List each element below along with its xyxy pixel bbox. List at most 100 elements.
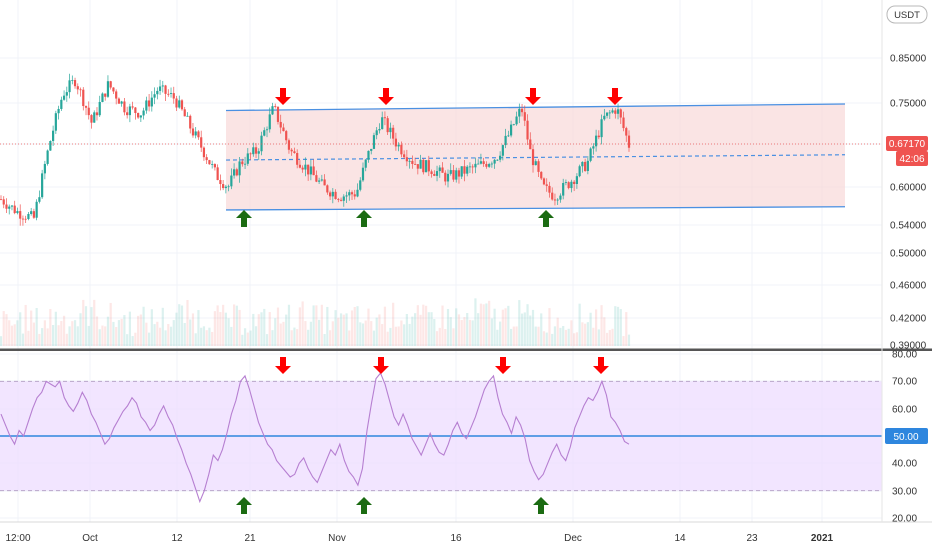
candle-body xyxy=(370,148,373,151)
volume-bar xyxy=(509,328,513,346)
volume-bar xyxy=(622,336,625,346)
candle-body xyxy=(430,171,433,175)
candle-body xyxy=(392,127,395,139)
candle-body xyxy=(496,159,499,161)
volume-bar xyxy=(449,317,452,346)
time-tick-label: 12 xyxy=(171,533,183,544)
candle-body xyxy=(408,160,411,162)
candle-body xyxy=(101,93,104,102)
candle-body xyxy=(279,121,282,128)
candle-body xyxy=(90,115,93,123)
rsi-tick-label: 60.00 xyxy=(892,405,917,416)
currency-button[interactable]: USDT xyxy=(886,5,928,24)
volume-bar xyxy=(315,305,318,346)
countdown-value: 42:06 xyxy=(899,154,924,165)
candle-body xyxy=(65,92,68,96)
candle-body xyxy=(537,161,540,172)
volume-bar xyxy=(342,314,345,346)
volume-bar xyxy=(16,320,19,346)
volume-bar xyxy=(435,331,439,346)
time-tick-label: Oct xyxy=(82,533,98,544)
rsi-pane[interactable] xyxy=(0,357,882,514)
volume-bar xyxy=(364,320,367,346)
arrow-down-icon xyxy=(275,357,291,374)
candle-body xyxy=(43,163,46,174)
volume-bar xyxy=(515,326,518,346)
rsi-value: 50.00 xyxy=(893,432,918,443)
volume-bar xyxy=(186,300,189,346)
volume-bar xyxy=(356,306,359,346)
price-axis[interactable]: 0.85000 0.75000 0.60000 0.54000 0.50000 0.460… xyxy=(890,54,927,352)
volume-bar xyxy=(227,318,230,346)
candle-body xyxy=(233,169,236,176)
candle-body xyxy=(156,90,159,95)
candle-body xyxy=(364,159,367,168)
volume-bar xyxy=(0,336,3,346)
volume-bar xyxy=(331,321,334,346)
channel-upper-line[interactable] xyxy=(225,103,846,112)
volume-bar xyxy=(479,303,483,346)
channel-lower-line[interactable] xyxy=(225,206,846,211)
volume-bar xyxy=(625,312,628,346)
volume-bar xyxy=(191,313,195,346)
volume-bar xyxy=(413,313,417,346)
candle-body xyxy=(276,106,280,122)
volume-bar xyxy=(353,307,356,346)
volume-bar xyxy=(84,306,88,346)
candle-body xyxy=(345,195,348,197)
rsi-line[interactable] xyxy=(0,372,630,504)
candle-body xyxy=(216,167,219,181)
volume-bar xyxy=(348,330,351,346)
candle-body xyxy=(243,163,247,165)
volume-bar xyxy=(115,327,118,346)
volume-bar xyxy=(405,313,408,346)
candle-body xyxy=(71,80,74,81)
volume-bar xyxy=(578,303,581,346)
volume-bar xyxy=(189,319,192,346)
candle-body xyxy=(515,116,518,125)
volume-bar xyxy=(213,311,217,346)
pane-separator[interactable] xyxy=(0,348,932,352)
volume-bar xyxy=(485,303,488,346)
volume-bar xyxy=(504,308,507,346)
candle-body xyxy=(520,108,524,113)
candle-body xyxy=(625,128,628,136)
time-axis[interactable]: 12:00 Oct 12 21 Nov 16 Dec 14 23 2021 xyxy=(5,533,833,544)
currency-label[interactable]: USDT xyxy=(894,10,920,21)
volume-bar xyxy=(260,312,263,346)
volume-bar xyxy=(400,320,403,346)
candle-body xyxy=(167,93,170,95)
candle-body xyxy=(268,114,271,130)
volume-bar xyxy=(531,309,535,346)
volume-bar xyxy=(134,332,137,346)
volume-bar xyxy=(167,324,170,346)
candle-body xyxy=(54,113,57,131)
volume-bar xyxy=(381,324,384,346)
candle-body xyxy=(98,101,101,116)
candle-body xyxy=(504,135,507,146)
candle-body xyxy=(460,166,463,177)
rsi-axis[interactable]: 80.00 70.00 60.00 40.00 30.00 20.00 xyxy=(892,350,917,525)
candle-body xyxy=(194,131,197,136)
volume-bar xyxy=(68,326,71,346)
candle-body xyxy=(285,131,288,141)
volume-bar xyxy=(224,312,227,346)
candle-body xyxy=(328,192,332,197)
price-pane[interactable] xyxy=(0,73,882,346)
candle-body xyxy=(249,153,252,155)
volume-bar xyxy=(233,304,236,346)
candle-body xyxy=(411,160,414,164)
volume-bar xyxy=(416,305,419,346)
price-tick-label: 0.75000 xyxy=(890,99,927,110)
volume-bar xyxy=(279,323,282,346)
candle-body xyxy=(375,130,378,136)
volume-bar xyxy=(205,330,208,346)
candle-body xyxy=(389,127,392,133)
volume-bar xyxy=(21,333,25,346)
last-price-value: 0.67170 xyxy=(889,139,926,150)
candle-body xyxy=(153,94,156,98)
channel-mid-line[interactable] xyxy=(225,154,846,161)
candle-body xyxy=(315,175,318,182)
